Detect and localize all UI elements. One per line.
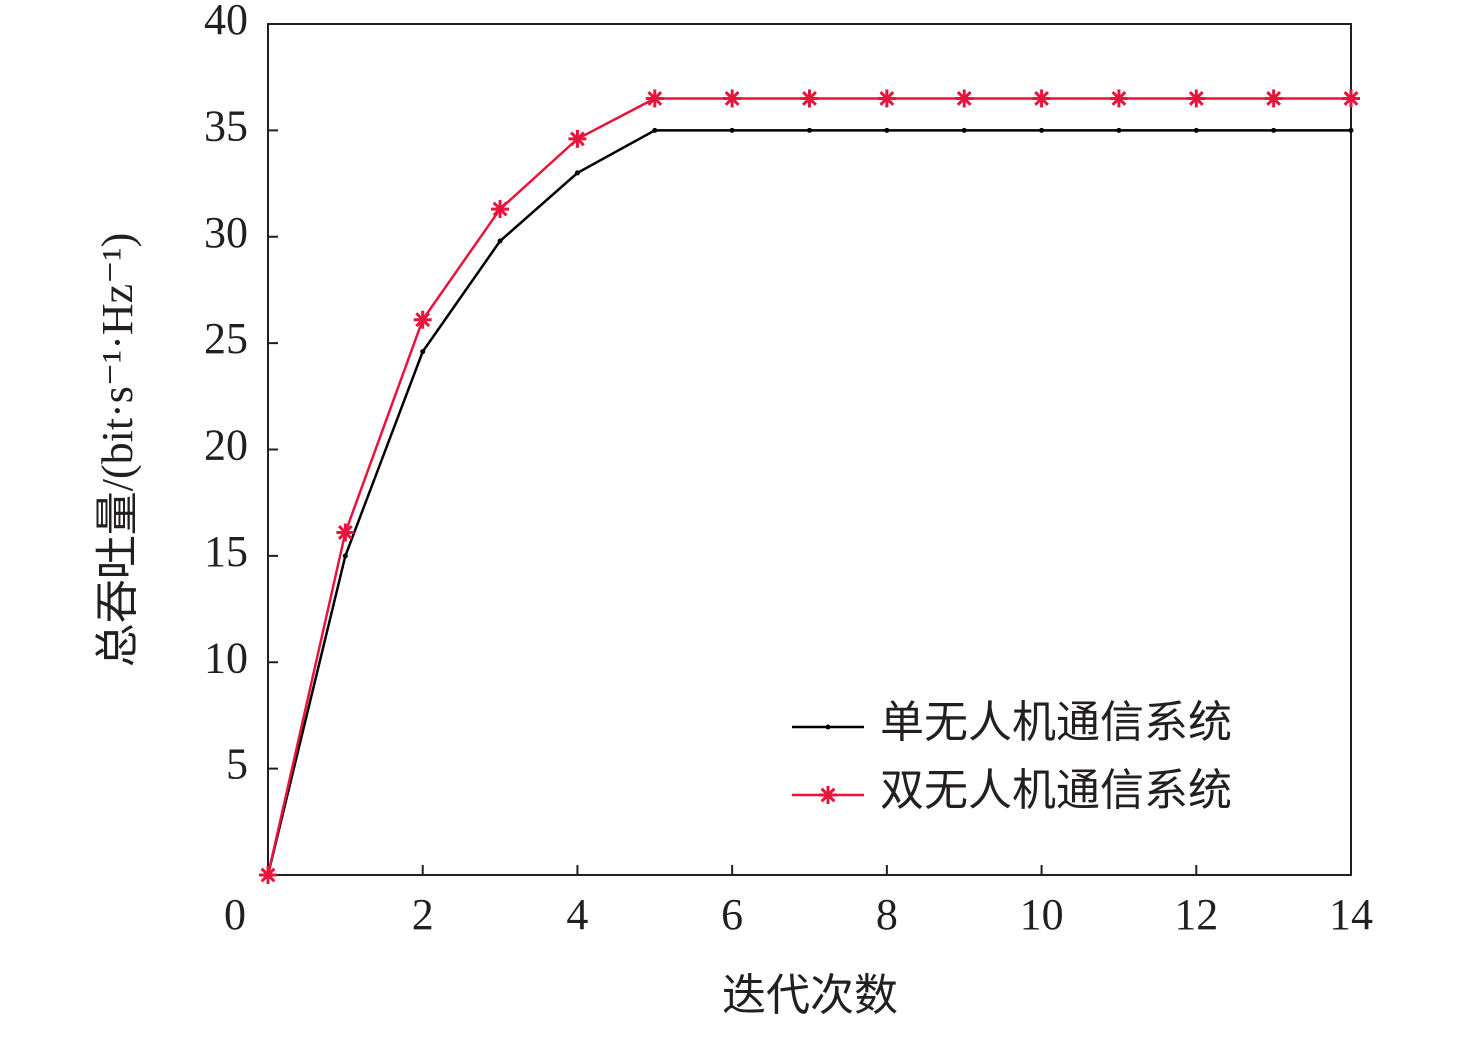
marker-stroke (492, 201, 508, 217)
point (420, 349, 426, 355)
point (568, 129, 587, 148)
point (955, 89, 974, 108)
point (497, 238, 503, 244)
point (1116, 127, 1122, 133)
point (1348, 127, 1354, 133)
point (800, 89, 819, 108)
legend-label: 双无人机通信系统 (880, 766, 1232, 815)
point (961, 127, 967, 133)
x-tick-label: 14 (1329, 890, 1373, 939)
x-tick-label: 2 (412, 890, 434, 939)
x-tick-label: 12 (1174, 890, 1218, 939)
x-tick-label: 8 (876, 890, 898, 939)
marker-stroke (337, 525, 353, 540)
series-line (266, 129, 1351, 876)
point (645, 89, 664, 108)
y-tick-label: 10 (204, 633, 248, 682)
marker-stroke (724, 91, 740, 106)
point (1039, 127, 1045, 133)
point (574, 170, 580, 176)
point (336, 523, 355, 542)
marker-stroke (1111, 91, 1127, 106)
x-tick-label: 6 (721, 890, 743, 939)
point (1271, 127, 1277, 133)
marker-stroke (879, 91, 895, 106)
point (1032, 89, 1051, 108)
marker-stroke (415, 312, 431, 328)
y-axis-label: 总吞吐量/(bit·s⁻¹·Hz⁻¹) (93, 233, 142, 668)
marker-stroke (1034, 91, 1049, 106)
plot-frame (267, 23, 1352, 876)
legend-label: 单无人机通信系统 (880, 698, 1232, 747)
point (652, 127, 658, 133)
marker-stroke (260, 867, 276, 883)
point (1193, 127, 1199, 133)
y-tick-label: 15 (204, 527, 248, 576)
point (877, 89, 896, 108)
point (491, 200, 510, 219)
point (1264, 89, 1283, 108)
marker-stroke (956, 91, 972, 106)
y-tick-label: 40 (204, 0, 248, 44)
y-tick-label: 5 (226, 740, 248, 789)
point (884, 127, 890, 133)
x-tick-label: 10 (1020, 890, 1064, 939)
point (1342, 89, 1360, 108)
legend-marker (819, 786, 837, 804)
marker-stroke (820, 787, 836, 803)
x-tick-label: 0 (224, 890, 246, 939)
legend-marker (825, 724, 831, 730)
point (413, 310, 432, 329)
point (807, 127, 812, 133)
point (1187, 89, 1206, 108)
point (729, 127, 735, 133)
marker-stroke (802, 91, 817, 106)
marker-stroke (647, 91, 663, 106)
marker-stroke (1343, 91, 1359, 106)
series-line (266, 97, 1351, 876)
marker-stroke (1188, 91, 1204, 106)
marker-stroke (570, 131, 585, 147)
point (259, 866, 277, 884)
marker-stroke (1266, 91, 1282, 106)
point (342, 553, 348, 559)
y-tick-label: 20 (204, 421, 248, 470)
y-tick-label: 25 (204, 314, 248, 363)
point (1109, 89, 1128, 108)
y-tick-label: 30 (204, 208, 248, 257)
x-tick-label: 4 (566, 890, 588, 939)
point (723, 89, 742, 108)
y-tick-label: 35 (204, 101, 248, 150)
x-axis-label: 迭代次数 (722, 971, 898, 1020)
